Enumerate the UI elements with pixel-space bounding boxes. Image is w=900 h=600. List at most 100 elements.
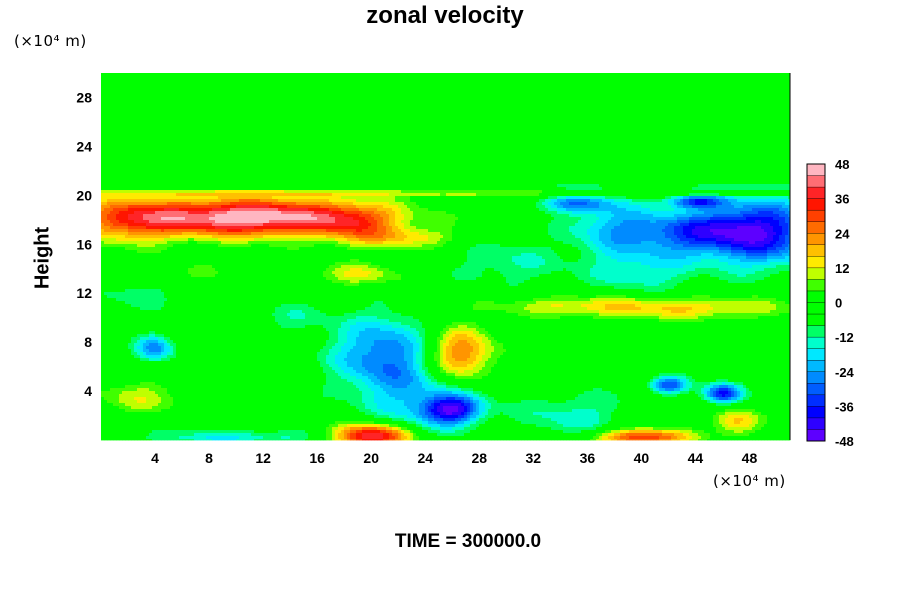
heatmap-cell	[557, 109, 561, 113]
heatmap-cell	[569, 112, 573, 116]
heatmap-cell	[167, 124, 171, 128]
heatmap-cell	[131, 124, 135, 128]
heatmap-cell	[212, 130, 216, 134]
heatmap-cell	[656, 85, 660, 89]
heatmap-cell	[401, 76, 405, 80]
heatmap-cell	[131, 133, 135, 137]
heatmap-cell	[104, 106, 108, 110]
heatmap-cell	[248, 82, 252, 86]
heatmap-cell	[161, 82, 165, 86]
heatmap-cell	[308, 76, 312, 80]
heatmap-cell	[485, 100, 489, 104]
heatmap-cell	[299, 121, 303, 125]
heatmap-cell	[692, 91, 696, 95]
heatmap-cell	[383, 76, 387, 80]
heatmap-cell	[446, 115, 450, 119]
heatmap-cell	[275, 79, 279, 83]
heatmap-cell	[650, 82, 654, 86]
heatmap-cell	[476, 106, 480, 110]
heatmap-cell	[224, 94, 228, 98]
heatmap-cell	[560, 109, 564, 113]
heatmap-cell	[674, 97, 678, 101]
heatmap-cell	[743, 82, 747, 86]
heatmap-cell	[125, 85, 129, 89]
heatmap-cell	[281, 103, 285, 107]
heatmap-cell	[161, 112, 165, 116]
heatmap-cell	[194, 97, 198, 101]
heatmap-cell	[605, 79, 609, 83]
heatmap-cell	[416, 127, 420, 131]
heatmap-cell	[368, 118, 372, 122]
heatmap-cell	[584, 73, 588, 77]
heatmap-cell	[737, 100, 741, 104]
heatmap-cell	[104, 121, 108, 125]
heatmap-cell	[587, 115, 591, 119]
heatmap-cell	[290, 85, 294, 89]
heatmap-cell	[224, 97, 228, 101]
heatmap-cell	[326, 124, 330, 128]
heatmap-cell	[485, 91, 489, 95]
heatmap-cell	[335, 118, 339, 122]
heatmap-cell	[407, 103, 411, 107]
heatmap-cell	[140, 136, 144, 140]
heatmap-cell	[464, 121, 468, 125]
heatmap-cell	[494, 130, 498, 134]
heatmap-cell	[260, 106, 264, 110]
heatmap-cell	[194, 118, 198, 122]
heatmap-cell	[215, 112, 219, 116]
heatmap-cell	[545, 97, 549, 101]
heatmap-cell	[218, 127, 222, 131]
heatmap-cell	[371, 85, 375, 89]
heatmap-cell	[287, 124, 291, 128]
heatmap-cell	[557, 88, 561, 92]
heatmap-cell	[224, 136, 228, 140]
heatmap-cell	[425, 112, 429, 116]
heatmap-cell	[233, 91, 237, 95]
heatmap-cell	[251, 103, 255, 107]
heatmap-cell	[464, 97, 468, 101]
heatmap-cell	[449, 124, 453, 128]
heatmap-cell	[188, 94, 192, 98]
heatmap-cell	[224, 88, 228, 92]
heatmap-cell	[254, 94, 258, 98]
heatmap-cell	[185, 112, 189, 116]
heatmap-cell	[437, 112, 441, 116]
heatmap-cell	[422, 133, 426, 137]
heatmap-cell	[368, 79, 372, 83]
heatmap-cell	[227, 112, 231, 116]
heatmap-cell	[596, 124, 600, 128]
heatmap-cell	[503, 136, 507, 140]
heatmap-cell	[494, 97, 498, 101]
heatmap-cell	[191, 133, 195, 137]
heatmap-cell	[776, 97, 780, 101]
heatmap-cell	[524, 112, 528, 116]
heatmap-cell	[386, 106, 390, 110]
heatmap-cell	[359, 109, 363, 113]
heatmap-cell	[644, 79, 648, 83]
heatmap-cell	[731, 79, 735, 83]
heatmap-cell	[386, 97, 390, 101]
heatmap-cell	[443, 127, 447, 131]
heatmap-cell	[173, 82, 177, 86]
heatmap-cell	[440, 79, 444, 83]
heatmap-cell	[479, 136, 483, 140]
heatmap-cell	[185, 97, 189, 101]
heatmap-cell	[713, 133, 717, 137]
heatmap-cell	[536, 127, 540, 131]
heatmap-cell	[164, 73, 168, 77]
heatmap-cell	[425, 121, 429, 125]
heatmap-cell	[422, 79, 426, 83]
heatmap-cell	[506, 115, 510, 119]
heatmap-cell	[239, 130, 243, 134]
heatmap-cell	[509, 85, 513, 89]
heatmap-cell	[158, 121, 162, 125]
heatmap-cell	[653, 124, 657, 128]
heatmap-cell	[458, 85, 462, 89]
heatmap-cell	[773, 103, 777, 107]
heatmap-cell	[173, 118, 177, 122]
heatmap-cell	[737, 130, 741, 134]
heatmap-cell	[533, 118, 537, 122]
heatmap-cell	[260, 73, 264, 77]
heatmap-cell	[410, 76, 414, 80]
heatmap-cell	[341, 82, 345, 86]
